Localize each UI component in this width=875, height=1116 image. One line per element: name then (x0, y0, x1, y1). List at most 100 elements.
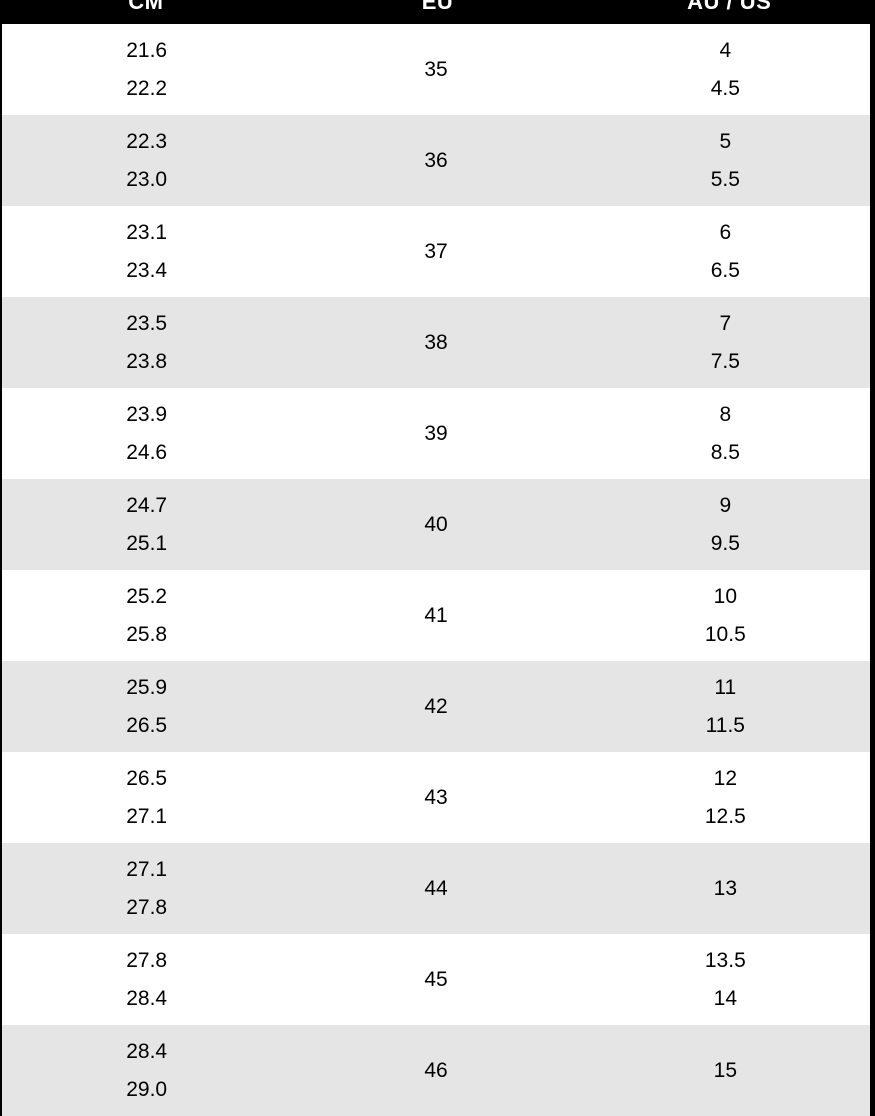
cell-value: 10 (713, 585, 737, 609)
table-row: 22.3 23.0 36 5 5.5 (2, 115, 870, 206)
eu-cell: 37 (291, 206, 580, 297)
cell-value: 23.4 (126, 258, 168, 282)
au-us-cell: 6 6.5 (581, 206, 870, 297)
table-row: 24.7 25.1 40 9 9.5 (2, 479, 870, 570)
cell-value: 38 (424, 331, 448, 354)
eu-cell: 41 (291, 570, 580, 661)
cell-value: 28.4 (126, 986, 168, 1010)
column-header-cm: CM (128, 0, 164, 14)
cell-value: 36 (424, 149, 448, 172)
cell-value: 12 (713, 767, 737, 791)
table-row: 26.5 27.1 43 12 12.5 (2, 752, 870, 843)
cell-value: 9 (719, 494, 732, 518)
cell-value: 22.2 (126, 76, 168, 100)
cm-cell: 24.7 25.1 (2, 479, 291, 570)
eu-cell: 38 (291, 297, 580, 388)
cell-value: 37 (424, 240, 448, 263)
column-header-au-us: AU / US (687, 0, 772, 14)
cell-value: 46 (424, 1059, 448, 1082)
cell-value: 23.5 (126, 312, 168, 336)
column-header-eu: EU (421, 0, 454, 14)
cell-value: 27.1 (126, 858, 168, 882)
au-us-cell: 4 4.5 (581, 24, 870, 115)
cell-value: 15 (713, 1059, 737, 1082)
cell-value: 8 (719, 403, 732, 427)
table-body: 21.6 22.2 35 4 4.5 22.3 23.0 36 5 5.5 23.1 23.4 37 6 6… (0, 22, 875, 1116)
cell-value: 10.5 (704, 622, 746, 646)
cell-value: 25.8 (126, 622, 168, 646)
cm-cell: 27.1 27.8 (2, 843, 291, 934)
cell-value: 26.5 (126, 713, 168, 737)
cm-cell: 25.9 26.5 (2, 661, 291, 752)
cell-value: 11.5 (705, 713, 745, 737)
table-row: 27.8 28.4 45 13.5 14 (2, 934, 870, 1025)
cell-value: 13 (713, 877, 737, 900)
cell-value: 40 (424, 513, 448, 536)
table-row: 28.4 29.0 46 15 (2, 1025, 870, 1116)
eu-cell: 35 (291, 24, 580, 115)
table-header-row: CM EU AU / US (0, 0, 875, 22)
cell-value: 21.6 (126, 39, 168, 63)
au-us-cell: 9 9.5 (581, 479, 870, 570)
cell-value: 25.9 (126, 676, 168, 700)
cell-value: 26.5 (126, 767, 168, 791)
cell-value: 27.8 (126, 949, 168, 973)
cm-cell: 27.8 28.4 (2, 934, 291, 1025)
eu-cell: 42 (291, 661, 580, 752)
au-us-cell: 11 11.5 (581, 661, 870, 752)
au-us-cell: 7 7.5 (581, 297, 870, 388)
au-us-cell: 13.5 14 (581, 934, 870, 1025)
cm-cell: 21.6 22.2 (2, 24, 291, 115)
table-row: 23.1 23.4 37 6 6.5 (2, 206, 870, 297)
cell-value: 5 (719, 130, 732, 154)
au-us-cell: 13 (581, 843, 870, 934)
cell-value: 23.9 (126, 403, 168, 427)
cell-value: 44 (424, 877, 448, 900)
cell-value: 4.5 (710, 76, 740, 100)
cm-cell: 23.5 23.8 (2, 297, 291, 388)
au-us-cell: 5 5.5 (581, 115, 870, 206)
cell-value: 39 (424, 422, 448, 445)
cell-value: 6.5 (710, 258, 740, 282)
cell-value: 5.5 (710, 167, 740, 191)
cell-value: 23.0 (126, 167, 168, 191)
cell-value: 27.1 (126, 804, 168, 828)
cell-value: 45 (424, 968, 448, 991)
cell-value: 43 (424, 786, 448, 809)
cell-value: 25.1 (126, 531, 168, 555)
cell-value: 24.7 (126, 494, 168, 518)
cell-value: 28.4 (126, 1040, 168, 1064)
cell-value: 7 (719, 312, 732, 336)
cm-cell: 28.4 29.0 (2, 1025, 291, 1116)
cell-value: 7.5 (710, 349, 740, 373)
cell-value: 4 (719, 39, 732, 63)
cell-value: 14 (713, 986, 737, 1010)
table-row: 23.9 24.6 39 8 8.5 (2, 388, 870, 479)
au-us-cell: 10 10.5 (581, 570, 870, 661)
au-us-cell: 8 8.5 (581, 388, 870, 479)
eu-cell: 39 (291, 388, 580, 479)
cell-value: 23.8 (126, 349, 168, 373)
eu-cell: 44 (291, 843, 580, 934)
cm-cell: 26.5 27.1 (2, 752, 291, 843)
cell-value: 42 (424, 695, 448, 718)
cell-value: 12.5 (704, 804, 746, 828)
cell-value: 41 (424, 604, 448, 627)
table-row: 25.2 25.8 41 10 10.5 (2, 570, 870, 661)
cell-value: 29.0 (126, 1077, 168, 1101)
au-us-cell: 15 (581, 1025, 870, 1116)
cm-cell: 23.9 24.6 (2, 388, 291, 479)
au-us-cell: 12 12.5 (581, 752, 870, 843)
cell-value: 6 (719, 221, 732, 245)
eu-cell: 40 (291, 479, 580, 570)
eu-cell: 43 (291, 752, 580, 843)
eu-cell: 36 (291, 115, 580, 206)
cell-value: 9.5 (710, 531, 740, 555)
cell-value: 11 (714, 676, 737, 700)
table-row: 21.6 22.2 35 4 4.5 (2, 24, 870, 115)
table-row: 23.5 23.8 38 7 7.5 (2, 297, 870, 388)
cm-cell: 25.2 25.8 (2, 570, 291, 661)
cell-value: 24.6 (126, 440, 168, 464)
table-row: 25.9 26.5 42 11 11.5 (2, 661, 870, 752)
